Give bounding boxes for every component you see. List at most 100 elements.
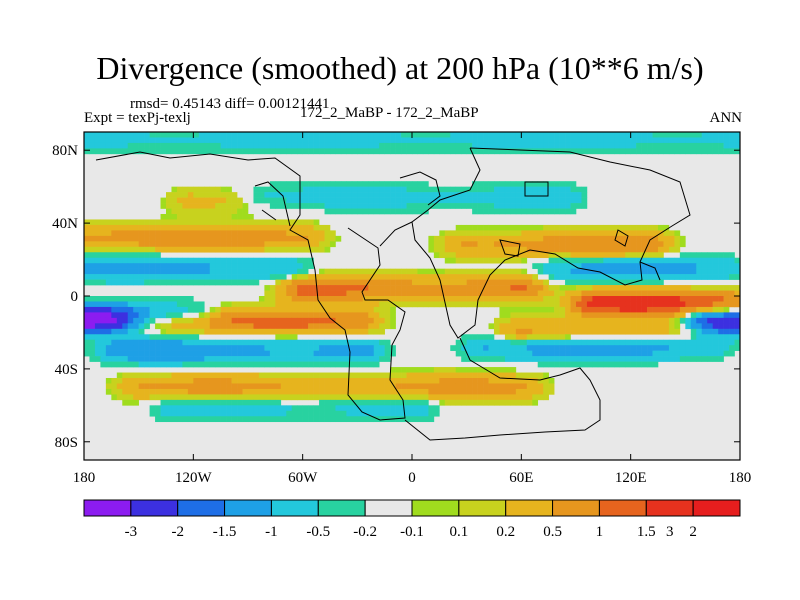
field-cell: [280, 388, 287, 395]
field-cell: [537, 339, 544, 346]
field-cell: [248, 306, 254, 313]
field-cell: [668, 328, 675, 335]
field-cell: [89, 241, 96, 248]
field-cell: [111, 339, 118, 346]
field-cell: [204, 279, 211, 286]
field-cell: [258, 192, 265, 198]
colorbar-swatch: [130, 499, 179, 517]
field-cell: [94, 230, 101, 237]
field-cell: [685, 290, 692, 297]
field-cell: [543, 323, 549, 330]
field-cell: [105, 224, 112, 231]
field-cell: [138, 317, 145, 324]
field-cell: [379, 148, 385, 155]
field-cell: [116, 301, 123, 308]
field-cell: [187, 306, 194, 313]
field-cell: [472, 296, 478, 302]
field-cell: [488, 197, 495, 204]
field-cell: [302, 356, 309, 362]
field-cell: [696, 268, 703, 275]
field-cell: [220, 317, 227, 324]
field-cell: [171, 241, 178, 248]
field-cell: [576, 268, 582, 275]
field-cell: [357, 142, 364, 149]
field-cell: [641, 356, 648, 362]
field-cell: [291, 148, 298, 155]
field-cell: [231, 132, 238, 138]
field-cell: [521, 235, 528, 242]
field-cell: [603, 356, 610, 362]
field-cell: [537, 361, 544, 368]
divergence-field: [84, 132, 741, 460]
field-cell: [187, 246, 194, 253]
field-cell: [455, 372, 462, 379]
field-cell: [647, 328, 653, 335]
field-cell: [379, 192, 385, 198]
field-cell: [455, 383, 462, 390]
field-cell: [625, 235, 631, 242]
field-cell: [515, 290, 522, 297]
field-cell: [193, 279, 200, 286]
field-cell: [297, 378, 303, 384]
field-cell: [335, 339, 342, 346]
field-cell: [494, 367, 500, 373]
field-cell: [324, 323, 331, 330]
field-cell: [647, 285, 653, 291]
field-cell: [198, 224, 205, 231]
field-cell: [220, 235, 227, 242]
field-cell: [510, 367, 517, 373]
field-cell: [433, 285, 440, 291]
field-cell: [412, 285, 418, 291]
field-cell: [362, 383, 369, 390]
field-cell: [554, 257, 560, 264]
field-cell: [537, 350, 544, 357]
field-cell: [220, 137, 227, 144]
field-cell: [576, 339, 582, 346]
field-cell: [729, 301, 735, 308]
field-cell: [248, 235, 254, 242]
field-cell: [231, 317, 238, 324]
field-cell: [581, 268, 588, 275]
field-cell: [335, 416, 342, 423]
field-cell: [89, 137, 96, 144]
field-cell: [209, 328, 216, 335]
field-cell: [116, 383, 123, 390]
field-cell: [444, 268, 451, 275]
field-cell: [608, 323, 615, 330]
field-cell: [373, 268, 380, 275]
field-cell: [176, 312, 183, 319]
field-cell: [521, 306, 528, 313]
field-cell: [215, 203, 221, 209]
field-cell: [401, 290, 407, 297]
field-cell: [614, 279, 621, 286]
field-cell: [554, 328, 560, 335]
field-cell: [368, 356, 375, 362]
field-cell: [275, 203, 282, 209]
field-cell: [215, 192, 221, 198]
field-cell: [368, 394, 375, 401]
field-cell: [532, 224, 539, 231]
field-cell: [581, 317, 588, 324]
field-cell: [466, 230, 473, 237]
field-cell: [548, 296, 555, 302]
field-cell: [532, 383, 539, 390]
field-cell: [586, 312, 593, 319]
field-cell: [422, 290, 429, 297]
field-cell: [581, 356, 588, 362]
field-cell: [510, 137, 517, 144]
field-cell: [707, 142, 713, 149]
field-cell: [641, 328, 648, 335]
field-cell: [231, 388, 238, 395]
field-cell: [647, 257, 653, 264]
field-cell: [313, 219, 320, 226]
field-cell: [685, 301, 692, 308]
field-cell: [570, 186, 577, 193]
field-cell: [291, 274, 298, 280]
field-cell: [100, 142, 107, 149]
field-cell: [581, 197, 588, 204]
field-cell: [422, 285, 429, 291]
field-cell: [592, 290, 599, 297]
field-cell: [291, 257, 298, 264]
field-cell: [608, 235, 615, 242]
field-cell: [603, 279, 610, 286]
